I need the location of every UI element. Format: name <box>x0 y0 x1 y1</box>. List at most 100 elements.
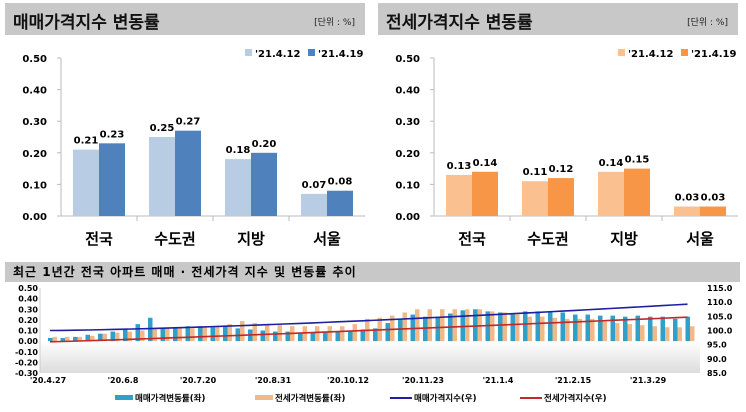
jeonse-panel: 전세가격지수 변동률 [단위 : %] 0.00 0.10 0.20 0.30 0.40… <box>373 0 746 258</box>
y-tick-label: 0.00 <box>22 212 47 223</box>
y-tick-label-right: 95.0 <box>707 341 727 350</box>
trend-bar <box>202 327 207 342</box>
trend-bar <box>660 316 665 342</box>
x-tick-label: '21.1.4 <box>483 376 514 385</box>
y-tick-label-left: -0.20 <box>15 358 38 367</box>
y-tick-label: 0.10 <box>22 180 47 191</box>
jeonse-header: 전세가격지수 변동률 [단위 : %] <box>378 3 738 35</box>
bar <box>700 206 726 216</box>
data-label: 0.03 <box>701 193 726 204</box>
y-tick-label: 0.40 <box>22 86 47 97</box>
trend-title: 최근 1년간 전국 아파트 매매 · 전세가격 지수 및 변동률 추이 <box>5 262 740 282</box>
y-tick-label-right: 85.0 <box>707 369 727 378</box>
sale-header: 매매가격지수 변동률 [단위 : %] <box>5 3 365 35</box>
trend-bar <box>310 332 315 342</box>
trend-bar <box>177 328 182 342</box>
legend-swatch <box>681 49 688 56</box>
trend-bar <box>402 312 407 342</box>
category-label: 서울 <box>686 230 714 248</box>
bar <box>522 181 548 216</box>
legend-label: '21.4.12 <box>628 49 673 60</box>
trend-bar <box>160 328 165 342</box>
bar <box>149 137 175 216</box>
trend-bar <box>635 315 640 342</box>
trend-bar <box>590 318 595 342</box>
trend-bar <box>465 309 470 342</box>
data-label: 0.25 <box>150 123 175 134</box>
trend-bar <box>335 331 340 342</box>
trend-bar <box>627 324 632 342</box>
data-label: 0.08 <box>328 177 353 188</box>
trend-bar <box>560 312 565 342</box>
category-label: 지방 <box>237 230 265 248</box>
data-label: 0.11 <box>523 167 548 178</box>
data-label: 0.23 <box>100 129 125 140</box>
trend-bar <box>523 311 528 342</box>
trend-bar <box>198 326 203 342</box>
x-tick-label: '20.6.8 <box>108 376 139 385</box>
trend-bar <box>323 332 328 342</box>
x-tick-label: '21.2.15 <box>555 376 592 385</box>
y-tick-label: 0.20 <box>22 149 47 160</box>
bar <box>624 168 650 216</box>
data-label: 0.21 <box>74 136 99 147</box>
legend-swatch <box>245 49 252 56</box>
trend-bar <box>265 324 270 342</box>
data-label: 0.27 <box>176 117 201 128</box>
data-label: 0.14 <box>473 158 498 169</box>
trend-bar <box>585 314 590 342</box>
trend-bar <box>610 315 615 342</box>
bar <box>327 190 353 216</box>
trend-bar <box>210 327 215 342</box>
y-tick-label: 0.40 <box>395 86 420 97</box>
data-label: 0.20 <box>252 139 277 150</box>
trend-bar <box>140 330 145 342</box>
legend-swatch <box>115 395 133 400</box>
data-label: 0.07 <box>302 180 327 191</box>
category-label: 전국 <box>458 230 486 248</box>
y-tick-label-right: 100.0 <box>707 327 733 336</box>
trend-bar <box>677 327 682 342</box>
trend-bar <box>648 316 653 342</box>
jeonse-unit: [단위 : %] <box>687 18 728 28</box>
trend-bar <box>452 309 457 342</box>
y-tick-label-left: -0.30 <box>15 369 38 378</box>
trend-bar <box>360 329 365 342</box>
trend-bar <box>148 317 153 342</box>
trend-bar <box>573 314 578 342</box>
trend-bar <box>348 331 353 342</box>
trend-bar <box>527 316 532 342</box>
legend-label: '21.4.19 <box>691 49 736 60</box>
data-label: 0.14 <box>599 158 624 169</box>
legend-label: '21.4.12 <box>255 49 300 60</box>
legend-swatch <box>618 49 625 56</box>
trend-bar <box>327 326 332 342</box>
trend-bar <box>285 331 290 342</box>
trend-bar <box>90 335 95 342</box>
sale-unit: [단위 : %] <box>314 18 355 28</box>
trend-bar <box>552 317 557 342</box>
trend-bar <box>127 331 132 342</box>
trend-bar <box>390 315 395 342</box>
trend-bar <box>502 312 507 342</box>
x-tick-label: '20.11.23 <box>402 376 444 385</box>
trend-bar <box>398 318 403 342</box>
sale-title: 매매가격지수 변동률 <box>13 13 160 33</box>
trend-bar <box>240 320 245 342</box>
bar <box>598 171 624 216</box>
trend-bar <box>85 334 90 342</box>
trend-bar <box>115 332 120 342</box>
x-tick-label: '20.8.31 <box>255 376 292 385</box>
trend-bar <box>548 311 553 342</box>
x-tick-label: '21.3.29 <box>630 376 667 385</box>
category-label: 전국 <box>85 230 113 248</box>
trend-bar <box>60 337 65 342</box>
bar <box>99 143 125 216</box>
y-tick-label-right: 115.0 <box>707 284 733 293</box>
trend-bar <box>215 326 220 342</box>
bar <box>301 193 327 216</box>
trend-bar <box>48 337 53 342</box>
x-tick-label: '20.4.27 <box>30 376 66 385</box>
y-tick-label-left: 0.00 <box>18 337 38 346</box>
